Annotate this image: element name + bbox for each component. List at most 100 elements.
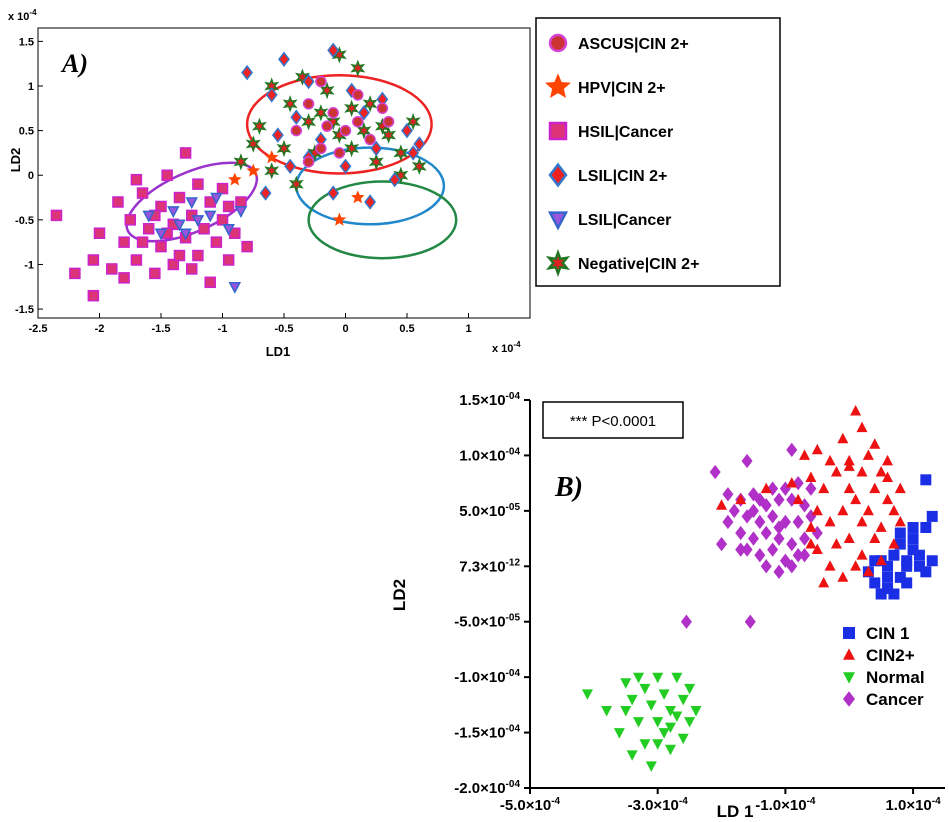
panel-a-point-ascus-cin-2 — [302, 156, 315, 168]
panel-b-series-normal — [581, 672, 702, 772]
panel-b-point-normal — [633, 717, 645, 728]
panel-b-point-normal — [633, 672, 645, 684]
panel-a-legend-label-lsil-cancer: LSIL|Cancer — [578, 212, 671, 229]
panel-b-point-cin2 — [850, 493, 862, 505]
panel-a-point-ascus-cin-2 — [327, 107, 339, 119]
panel-b-point-cancer — [805, 481, 817, 496]
panel-a-series-ascus-cin-2 — [290, 75, 395, 168]
panel-a-legend: ASCUS|CIN 2+ HPV|CIN 2+ HSIL|Cancer LSIL|CI… — [535, 17, 781, 287]
panel-a-point-lsil-cin-2 — [388, 171, 401, 188]
panel-a-point-hsil-cancer — [130, 254, 143, 266]
panel-b-point-cin2 — [856, 466, 868, 477]
panel-b-point-cin2 — [862, 449, 874, 460]
panel-a-point-ascus-cin-2 — [376, 102, 389, 115]
panel-a-point-negative-cin-2 — [393, 166, 409, 184]
panel-a-point-negative-cin-2 — [393, 144, 409, 162]
panel-b-point-normal — [677, 733, 689, 745]
panel-a-y-axis-label: LD2 — [8, 148, 23, 173]
panel-a-point-ascus-cin-2 — [364, 133, 376, 146]
panel-b-point-normal — [658, 689, 670, 700]
panel-a-point-hsil-cancer — [222, 254, 235, 266]
panel-b-annotation: *** P<0.0001 — [570, 413, 656, 430]
panel-a-point-ascus-cin-2 — [302, 98, 315, 110]
panel-b-point-cin2 — [837, 432, 849, 444]
panel-a-point-negative-cin-2 — [405, 112, 421, 131]
panel-a-point-ascus-cin-2 — [352, 89, 364, 101]
panel-a-point-lsil-cin-2 — [364, 194, 377, 210]
panel-a-legend-marker-hpv-cin-2 — [545, 73, 571, 99]
panel-a-point-lsil-cancer — [234, 206, 248, 219]
panel-b-point-normal — [658, 728, 670, 739]
panel-a-point-hsil-cancer — [93, 227, 106, 239]
panel-a-point-hsil-cancer — [136, 236, 149, 248]
panel-b-x-axis-label: LD 1 — [717, 802, 754, 821]
panel-b-point-cancer — [786, 442, 798, 458]
panel-b-point-cin-1 — [888, 588, 900, 600]
panel-b-point-cin-1 — [882, 571, 894, 583]
panel-a-point-negative-cin-2 — [301, 113, 317, 131]
panel-a-point-lsil-cin-2 — [327, 42, 340, 59]
panel-b-point-cin2 — [888, 504, 900, 516]
panel-a-point-hpv-cin-2 — [351, 190, 365, 204]
panel-a-point-hsil-cancer — [155, 240, 167, 253]
panel-b-point-cancer — [773, 564, 785, 579]
panel-b-point-cin-1 — [901, 560, 913, 572]
panel-b-point-cin2 — [850, 560, 862, 571]
panel-a-point-hsil-cancer — [118, 272, 130, 284]
panel-b-series-cin-1 — [862, 474, 938, 600]
panel-a-series-hpv-cin-2 — [228, 150, 365, 226]
panel-a-legend-marker-lsil-cin-2 — [548, 162, 568, 188]
panel-a-point-hsil-cancer — [167, 258, 180, 271]
panel-b-y-tick-label: 1.5×10-04 — [459, 391, 520, 409]
panel-b-point-normal — [613, 728, 625, 739]
panel-a-point-ascus-cin-2 — [315, 142, 327, 155]
panel-b-point-cin2 — [805, 521, 817, 532]
panel-b-legend-label-cin2: CIN2+ — [866, 646, 915, 665]
panel-b-point-cin-1 — [907, 544, 919, 556]
panel-b-point-cin2 — [856, 549, 868, 560]
panel-a-point-hsil-cancer — [69, 267, 81, 280]
panel-b-point-cin2 — [805, 538, 817, 549]
panel-b-point-cin2 — [888, 538, 900, 549]
panel-b-point-cancer — [735, 525, 747, 541]
panel-a-point-hsil-cancer — [173, 191, 186, 204]
panel-a-point-hsil-cancer — [216, 214, 229, 226]
panel-b-point-cancer — [747, 503, 759, 519]
panel-b-point-normal — [671, 711, 683, 722]
panel-a-point-ascus-cin-2 — [290, 124, 303, 137]
panel-a-point-hsil-cancer — [241, 240, 253, 253]
panel-b-point-cin2 — [894, 515, 906, 527]
panel-a-point-negative-cin-2 — [282, 95, 298, 113]
panel-b-point-cin2 — [811, 443, 823, 455]
panel-a-point-negative-cin-2 — [411, 157, 427, 175]
panel-a-point-hsil-cancer — [161, 169, 173, 181]
panel-b-legend-marker-cin2 — [843, 648, 855, 660]
panel-a-point-ascus-cin-2 — [333, 147, 346, 159]
panel-a-point-negative-cin-2 — [362, 95, 378, 113]
panel-a-point-lsil-cin-2 — [271, 127, 284, 143]
panel-a-point-lsil-cin-2 — [401, 122, 413, 139]
panel-a-point-lsil-cancer — [210, 192, 223, 205]
panel-b-point-cin2 — [875, 521, 887, 532]
panel-a-ellipse-2 — [307, 180, 458, 260]
panel-b-point-cin-1 — [894, 527, 906, 539]
panel-b-point-cancer — [792, 514, 804, 530]
panel-b-point-cancer — [754, 548, 766, 563]
panel-a-y-exponent: x 10-4 — [8, 8, 37, 23]
panel-b-x-tick-label: -1.0×10-4 — [755, 796, 816, 814]
panel-b-point-cin2 — [824, 454, 836, 466]
panel-a-legend-marker-hsil-cancer — [548, 121, 568, 141]
panel-a-point-hsil-cancer — [204, 276, 216, 289]
panel-b-point-cin2 — [862, 565, 874, 577]
panel-a-x-tick-label: 1 — [465, 323, 471, 335]
panel-b-x-ticks: -5.0×10-4 -3.0×10-4 -1.0×10-4 1.0×10-4 — [500, 788, 941, 814]
panel-a-point-hpv-cin-2 — [332, 212, 347, 226]
panel-b-point-cin2 — [837, 504, 849, 516]
panel-b-point-cancer — [744, 614, 756, 629]
panel-b-legend-marker-cin-1 — [843, 627, 855, 639]
panel-b-point-normal — [671, 672, 683, 684]
panel-b-point-normal — [639, 739, 651, 750]
panel-b-point-cancer — [786, 492, 798, 507]
panel-a-point-hsil-cancer — [87, 254, 100, 266]
panel-b-point-normal — [684, 683, 696, 695]
